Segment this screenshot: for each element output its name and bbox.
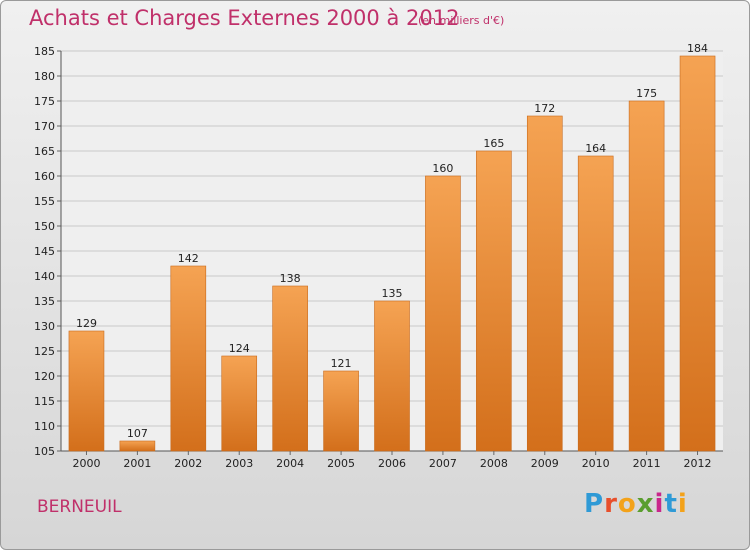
x-tick-label: 2011 xyxy=(633,457,661,470)
x-tick-label: 2003 xyxy=(225,457,253,470)
x-tick-label: 2001 xyxy=(123,457,151,470)
chart-unit: (en milliers d'€) xyxy=(418,14,505,27)
data-label: 129 xyxy=(76,317,97,330)
y-tick-label: 170 xyxy=(34,120,55,133)
bar xyxy=(170,265,207,452)
data-label: 124 xyxy=(229,342,250,355)
x-tick-label: 2002 xyxy=(174,457,202,470)
data-label: 142 xyxy=(178,252,199,265)
bar xyxy=(272,285,308,452)
bar xyxy=(68,330,105,452)
logo-letter: o xyxy=(617,489,637,519)
y-tick-label: 135 xyxy=(34,295,55,308)
data-label: 164 xyxy=(585,142,606,155)
chart-title: Achats et Charges Externes 2000 à 2012 xyxy=(29,6,460,30)
logo-letter: P xyxy=(584,489,605,519)
y-tick-label: 150 xyxy=(34,220,55,233)
x-tick-label: 2006 xyxy=(378,457,406,470)
x-tick-label: 2000 xyxy=(72,457,100,470)
x-tick-label: 2012 xyxy=(684,457,712,470)
data-label: 138 xyxy=(280,272,301,285)
bar xyxy=(679,55,716,452)
x-tick-label: 2008 xyxy=(480,457,508,470)
logo-letter: i xyxy=(654,489,665,519)
bar xyxy=(476,150,512,452)
proxiti-logo: Proxiti xyxy=(584,489,688,519)
y-tick-label: 115 xyxy=(34,395,55,408)
bar xyxy=(221,355,258,452)
y-tick-label: 125 xyxy=(34,345,55,358)
y-tick-label: 175 xyxy=(34,95,55,108)
data-label: 121 xyxy=(331,357,352,370)
y-tick-label: 110 xyxy=(34,420,55,433)
y-tick-label: 185 xyxy=(34,45,55,58)
y-tick-label: 160 xyxy=(34,170,55,183)
bar xyxy=(119,440,156,452)
x-tick-label: 2007 xyxy=(429,457,457,470)
bar xyxy=(526,115,563,452)
y-tick-label: 120 xyxy=(34,370,55,383)
bar xyxy=(628,100,665,452)
y-tick-label: 145 xyxy=(34,245,55,258)
logo-letter: i xyxy=(677,489,688,519)
data-label: 184 xyxy=(687,42,708,55)
x-tick-label: 2009 xyxy=(531,457,559,470)
y-tick-label: 180 xyxy=(34,70,55,83)
bar xyxy=(323,370,359,452)
commune-name: BERNEUIL xyxy=(37,497,122,517)
x-tick-label: 2005 xyxy=(327,457,355,470)
y-tick-label: 130 xyxy=(34,320,55,333)
data-label: 107 xyxy=(127,427,148,440)
bar xyxy=(577,155,614,452)
data-label: 172 xyxy=(534,102,555,115)
logo-letter: x xyxy=(636,489,655,519)
data-label: 175 xyxy=(636,87,657,100)
y-tick-label: 105 xyxy=(34,445,55,458)
x-tick-label: 2004 xyxy=(276,457,304,470)
y-tick-label: 165 xyxy=(34,145,55,158)
y-tick-label: 155 xyxy=(34,195,55,208)
logo-letter: r xyxy=(604,489,618,519)
bar xyxy=(425,175,461,452)
bar xyxy=(374,300,410,452)
data-label: 160 xyxy=(432,162,453,175)
data-label: 135 xyxy=(382,287,403,300)
y-tick-label: 140 xyxy=(34,270,55,283)
x-tick-label: 2010 xyxy=(582,457,610,470)
logo-letter: t xyxy=(664,489,678,519)
data-label: 165 xyxy=(483,137,504,150)
